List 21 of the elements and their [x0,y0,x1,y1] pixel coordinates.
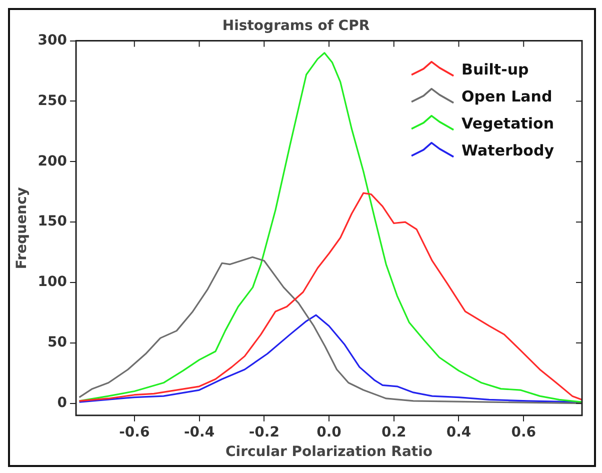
x-tick-label: 0.6 [511,424,536,440]
x-axis-title: Circular Polarization Ratio [226,444,433,460]
legend-label: Waterbody [462,142,554,160]
legend-label: Open Land [462,88,552,106]
y-tick-label: 100 [38,274,68,290]
x-tick-label: -0.2 [248,424,280,440]
y-tick-label: 50 [48,334,68,351]
x-tick-label: -0.6 [119,424,150,440]
y-tick-label: 0 [57,394,68,411]
legend-label: Built-up [462,60,530,79]
x-tick-label: -0.4 [184,424,215,440]
y-tick-label: 150 [38,214,68,230]
y-axis-title: Frequency [14,187,30,270]
chart-title: Histograms of CPR [222,18,370,34]
x-tick-label: 0.2 [381,424,406,440]
y-tick-label: 300 [38,32,68,48]
x-tick-label: 0.0 [316,424,342,440]
y-tick-label: 250 [38,92,68,109]
legend-label: Vegetation [462,114,554,133]
y-tick-label: 200 [38,153,68,170]
x-tick-label: 0.4 [446,424,472,440]
